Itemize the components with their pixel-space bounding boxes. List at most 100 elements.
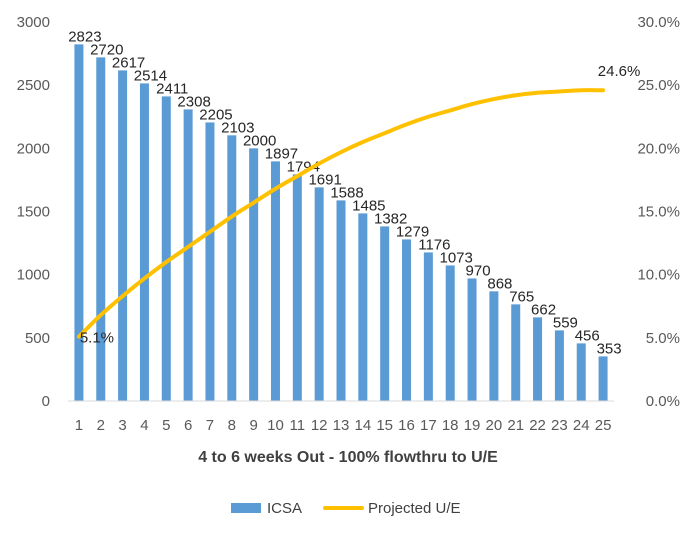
x-tick-label: 5 bbox=[162, 417, 170, 434]
y-left-tick-label: 2500 bbox=[17, 77, 50, 94]
icsa-data-label: 970 bbox=[466, 262, 491, 279]
y-left-tick-label: 1000 bbox=[17, 267, 50, 284]
y-right-tick-label: 20.0% bbox=[637, 140, 680, 157]
y-right-tick-label: 30.0% bbox=[637, 14, 680, 31]
x-tick-label: 3 bbox=[118, 417, 126, 434]
icsa-bar bbox=[292, 174, 302, 401]
projected-ue-data-label: 5.1% bbox=[80, 330, 114, 347]
x-tick-label: 25 bbox=[595, 417, 612, 434]
icsa-bar bbox=[139, 83, 149, 401]
icsa-bar bbox=[576, 343, 586, 401]
x-tick-label: 11 bbox=[290, 417, 306, 434]
y-right-tick-label: 10.0% bbox=[637, 267, 680, 284]
x-tick-label: 15 bbox=[376, 417, 393, 434]
legend-projected-ue-label: Projected U/E bbox=[368, 500, 461, 517]
icsa-bar bbox=[358, 213, 368, 401]
icsa-bar bbox=[445, 265, 455, 401]
icsa-data-label: 1794 bbox=[287, 158, 320, 175]
icsa-bars bbox=[74, 44, 608, 402]
x-tick-label: 17 bbox=[420, 417, 437, 434]
icsa-bar bbox=[96, 57, 106, 402]
x-tick-label: 4 bbox=[140, 417, 148, 434]
y-left-tick-label: 1500 bbox=[17, 204, 50, 221]
icsa-data-label: 868 bbox=[487, 275, 512, 292]
x-tick-label: 16 bbox=[398, 417, 415, 434]
x-tick-label: 23 bbox=[551, 417, 568, 434]
y-left-tick-label: 0 bbox=[42, 393, 50, 410]
x-tick-label: 6 bbox=[184, 417, 192, 434]
x-tick-label: 18 bbox=[442, 417, 459, 434]
icsa-data-label: 1485 bbox=[352, 197, 385, 214]
icsa-bar bbox=[118, 70, 128, 401]
icsa-data-labels: 2823272026172514241123082205210320001897… bbox=[68, 28, 621, 357]
icsa-data-label: 1691 bbox=[308, 171, 341, 188]
icsa-bar bbox=[554, 330, 564, 401]
icsa-data-label: 2000 bbox=[243, 132, 276, 149]
x-axis-ticks: 1 2 3 4 5 6 7 8 9 10 11 12 13 14 15 16 17 18 19 20 21 22 23 24 2… bbox=[75, 417, 612, 434]
icsa-data-label: 662 bbox=[531, 301, 556, 318]
legend-icsa-swatch bbox=[231, 503, 261, 513]
icsa-bar bbox=[336, 200, 346, 401]
icsa-bar bbox=[314, 187, 324, 401]
icsa-data-label: 2617 bbox=[112, 54, 145, 71]
x-tick-label: 9 bbox=[249, 417, 257, 434]
icsa-data-label: 2308 bbox=[177, 93, 210, 110]
y-left-tick-label: 2000 bbox=[17, 140, 50, 157]
y-right-tick-label: 5.0% bbox=[646, 330, 680, 347]
icsa-data-label: 353 bbox=[597, 340, 622, 357]
x-tick-label: 10 bbox=[267, 417, 284, 434]
y-left-tick-label: 500 bbox=[25, 330, 50, 347]
icsa-data-label: 1073 bbox=[440, 249, 473, 266]
icsa-bar bbox=[380, 226, 390, 401]
x-tick-label: 19 bbox=[464, 417, 481, 434]
y-right-tick-label: 15.0% bbox=[637, 204, 680, 221]
icsa-data-label: 559 bbox=[553, 314, 578, 331]
y-axis-right-ticks: 0.0% 5.0% 10.0% 15.0% 20.0% 25.0% 30.0% bbox=[637, 14, 680, 410]
x-tick-label: 22 bbox=[529, 417, 546, 434]
x-tick-label: 7 bbox=[206, 417, 214, 434]
projected-ue-line bbox=[76, 88, 606, 339]
y-left-tick-label: 3000 bbox=[17, 14, 50, 31]
icsa-bar bbox=[205, 122, 215, 401]
icsa-bar bbox=[249, 148, 259, 401]
y-right-tick-label: 0.0% bbox=[646, 393, 680, 410]
icsa-bar bbox=[74, 44, 84, 402]
projected-ue-data-label: 24.6% bbox=[598, 63, 641, 80]
x-tick-label: 20 bbox=[486, 417, 503, 434]
icsa-data-label: 1897 bbox=[265, 145, 298, 162]
icsa-data-label: 2823 bbox=[68, 28, 101, 45]
projected-ue-data-labels: 5.1% 24.6% bbox=[80, 63, 641, 346]
icsa-data-label: 2411 bbox=[156, 80, 188, 97]
x-tick-label: 2 bbox=[97, 417, 105, 434]
icsa-data-label: 765 bbox=[509, 288, 534, 305]
y-right-tick-label: 25.0% bbox=[637, 77, 680, 94]
x-tick-label: 24 bbox=[573, 417, 590, 434]
x-tick-label: 8 bbox=[228, 417, 236, 434]
x-tick-label: 12 bbox=[311, 417, 328, 434]
icsa-data-label: 1382 bbox=[374, 210, 407, 227]
icsa-data-label: 456 bbox=[575, 327, 600, 344]
x-tick-label: 1 bbox=[75, 417, 83, 434]
icsa-data-label: 2103 bbox=[221, 119, 254, 136]
icsa-bar bbox=[402, 239, 412, 401]
icsa-bar bbox=[467, 278, 477, 401]
icsa-data-label: 2514 bbox=[134, 67, 167, 84]
x-axis-title: 4 to 6 weeks Out - 100% flowthru to U/E bbox=[198, 449, 498, 466]
icsa-bar bbox=[511, 304, 521, 401]
icsa-data-label: 1588 bbox=[330, 184, 363, 201]
icsa-data-label: 2205 bbox=[199, 106, 232, 123]
icsa-bar bbox=[161, 96, 171, 401]
icsa-bar bbox=[270, 161, 280, 401]
icsa-bar bbox=[183, 109, 193, 401]
x-tick-label: 21 bbox=[507, 417, 524, 434]
icsa-data-label: 1176 bbox=[418, 236, 450, 253]
x-tick-label: 13 bbox=[333, 417, 350, 434]
icsa-data-label: 1279 bbox=[396, 223, 429, 240]
legend-icsa-label: ICSA bbox=[267, 500, 302, 517]
y-axis-left-ticks: 0 500 1000 1500 2000 2500 3000 bbox=[17, 14, 50, 410]
icsa-bar bbox=[598, 356, 608, 401]
icsa-bar bbox=[533, 317, 543, 401]
icsa-bar bbox=[423, 252, 433, 401]
icsa-bar bbox=[489, 291, 499, 401]
